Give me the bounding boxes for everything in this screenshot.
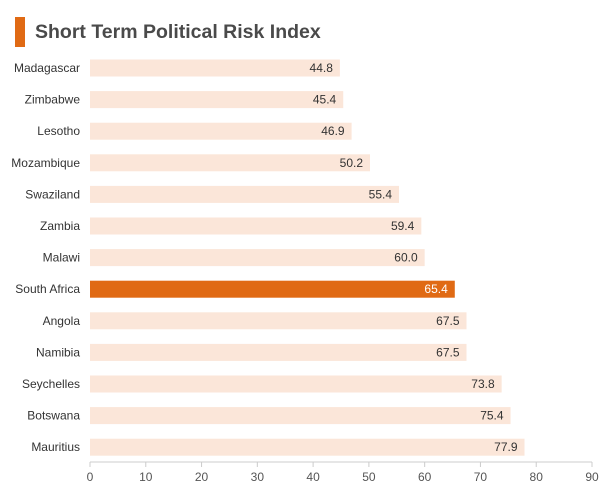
value-label-lesotho: 46.9 <box>321 124 345 138</box>
category-label-botswana: Botswana <box>27 409 80 423</box>
category-label-swaziland: Swaziland <box>25 187 80 201</box>
x-tick-label-60: 60 <box>418 470 432 484</box>
x-tick-label-90: 90 <box>585 470 599 484</box>
value-label-south-africa: 65.4 <box>424 282 448 296</box>
value-label-madagascar: 44.8 <box>310 61 334 75</box>
bar-zambia <box>90 217 422 235</box>
x-tick-label-50: 50 <box>362 470 376 484</box>
category-label-mozambique: Mozambique <box>11 156 80 170</box>
value-label-zambia: 59.4 <box>391 219 415 233</box>
bar-lesotho <box>90 122 352 140</box>
bar-seychelles <box>90 375 502 393</box>
category-label-zambia: Zambia <box>40 219 80 233</box>
category-label-angola: Angola <box>43 314 81 328</box>
x-tick-label-40: 40 <box>306 470 320 484</box>
x-tick-label-80: 80 <box>530 470 544 484</box>
x-tick-label-10: 10 <box>139 470 153 484</box>
category-label-mauritius: Mauritius <box>31 440 80 454</box>
value-label-mauritius: 77.9 <box>494 440 518 454</box>
value-label-swaziland: 55.4 <box>369 187 393 201</box>
bar-zimbabwe <box>90 91 344 109</box>
chart-title: Short Term Political Risk Index <box>35 21 321 43</box>
bar-mauritius <box>90 438 525 456</box>
value-label-zimbabwe: 45.4 <box>313 93 337 107</box>
value-label-mozambique: 50.2 <box>340 156 364 170</box>
category-label-seychelles: Seychelles <box>22 377 80 391</box>
category-label-lesotho: Lesotho <box>37 124 80 138</box>
category-label-south-africa: South Africa <box>15 282 80 296</box>
value-label-angola: 67.5 <box>436 314 460 328</box>
x-tick-label-0: 0 <box>87 470 94 484</box>
bar-south-africa <box>90 280 455 298</box>
x-tick-label-20: 20 <box>195 470 209 484</box>
value-label-namibia: 67.5 <box>436 345 460 359</box>
bar-malawi <box>90 249 425 267</box>
x-tick-label-30: 30 <box>251 470 265 484</box>
category-label-namibia: Namibia <box>36 345 80 359</box>
value-label-botswana: 75.4 <box>480 409 504 423</box>
category-label-madagascar: Madagascar <box>14 61 80 75</box>
bar-mozambique <box>90 154 371 172</box>
x-tick-label-70: 70 <box>474 470 488 484</box>
category-label-zimbabwe: Zimbabwe <box>25 93 81 107</box>
bar-madagascar <box>90 59 340 77</box>
value-label-malawi: 60.0 <box>394 251 418 265</box>
category-label-malawi: Malawi <box>43 251 80 265</box>
bar-botswana <box>90 407 511 425</box>
bar-namibia <box>90 343 467 361</box>
bar-angola <box>90 312 467 330</box>
value-label-seychelles: 73.8 <box>471 377 495 391</box>
title-accent-bar <box>15 17 25 47</box>
bar-swaziland <box>90 185 400 203</box>
